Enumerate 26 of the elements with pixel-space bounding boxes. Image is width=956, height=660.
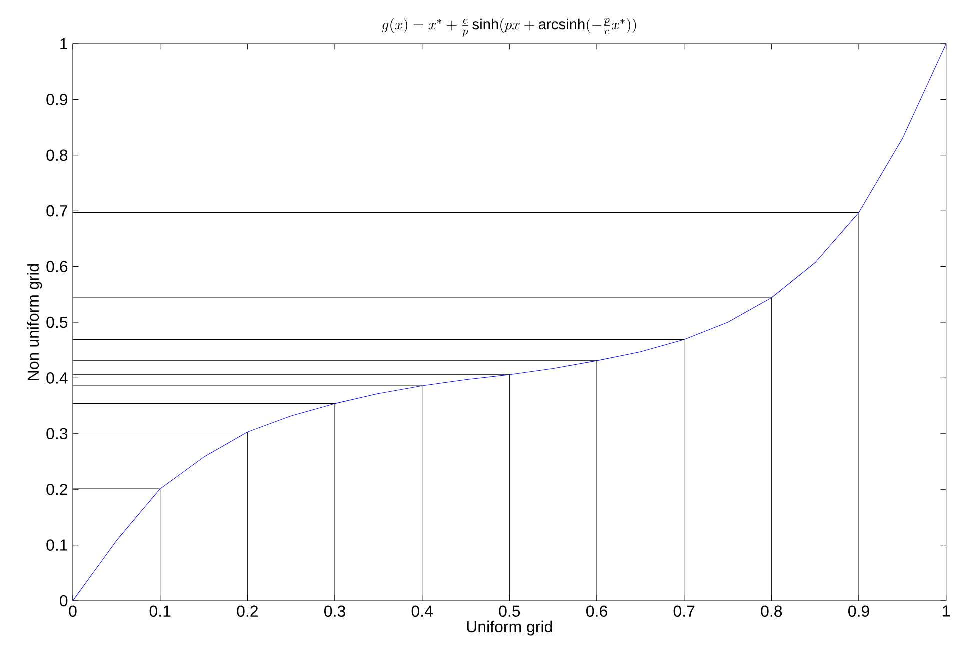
y-tick-label: 0.8 <box>46 150 68 162</box>
x-tick-label: 0.5 <box>499 606 520 618</box>
x-tick-label: 0.1 <box>150 606 171 618</box>
y-tick-label: 0.9 <box>46 94 68 106</box>
y-tick-label: 1 <box>60 38 68 50</box>
x-tick-label: 0.6 <box>586 606 608 618</box>
x-tick-label: 1 <box>943 606 950 617</box>
y-tick-label: 0.4 <box>46 372 68 384</box>
x-tick-label: 0.3 <box>324 606 346 618</box>
y-tick-label: 0.2 <box>46 484 68 496</box>
x-tick-label: 0.4 <box>412 606 433 618</box>
x-tick-label: 0.2 <box>237 606 258 618</box>
y-axis-title: Non uniform grid <box>27 264 42 380</box>
x-tick-label: 0.7 <box>674 606 695 618</box>
x-tick-label: 0 <box>69 606 77 618</box>
x-tick-label: 0.9 <box>848 606 870 618</box>
y-tick-label: 0.1 <box>46 540 68 551</box>
y-tick-label: 0 <box>60 595 68 607</box>
y-tick-label: 0.7 <box>46 205 68 217</box>
y-tick-label: 0.3 <box>46 428 68 440</box>
x-axis-title: Uniform grid <box>467 620 552 636</box>
x-tick-label: 0.8 <box>761 606 782 618</box>
chart-title: $g(x) = x^{*} + \frac{c}{p}\sinh(px + \mathrm{arcsinh}(-\frac{p}{c}x^{*}))$ <box>382 18 636 37</box>
line-series <box>73 44 946 601</box>
y-tick-label: 0.5 <box>46 316 68 328</box>
y-tick-label: 0.6 <box>46 261 68 272</box>
